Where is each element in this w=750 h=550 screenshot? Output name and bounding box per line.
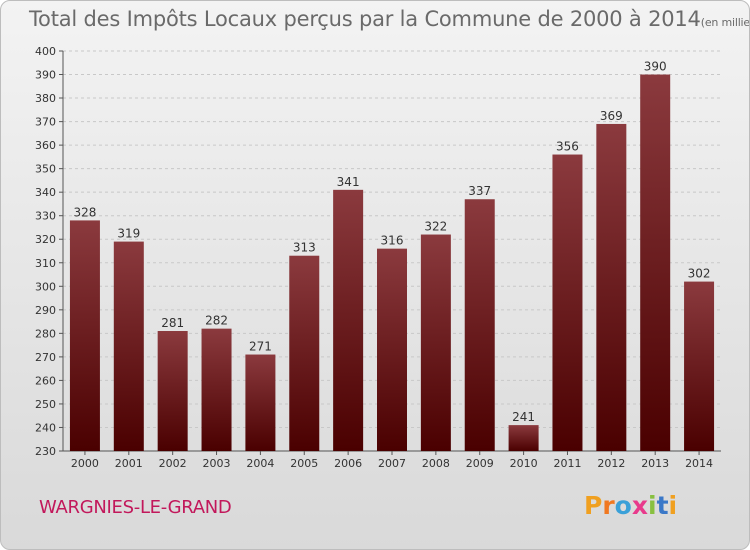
data-label-2000: 328: [73, 205, 96, 219]
data-label-2005: 313: [293, 241, 316, 255]
y-tick-label: 320: [35, 233, 56, 246]
bar-2010: [508, 425, 539, 451]
bar-2002: [157, 331, 188, 451]
y-tick-label: 280: [35, 327, 56, 340]
bar-2009: [464, 199, 495, 451]
x-tick-label-2010: 2010: [510, 457, 538, 470]
title-unit: (en milliers d'€): [700, 16, 750, 29]
y-tick-label: 310: [35, 257, 56, 270]
data-label-2012: 369: [600, 109, 623, 123]
bar-2013: [640, 74, 671, 451]
x-tick-label-2005: 2005: [290, 457, 318, 470]
x-tick-label-2003: 2003: [203, 457, 231, 470]
x-tick-label-2004: 2004: [246, 457, 274, 470]
x-tick-label-2012: 2012: [597, 457, 625, 470]
y-tick-label: 260: [35, 374, 56, 387]
x-tick-label-2014: 2014: [685, 457, 713, 470]
data-label-2003: 282: [205, 314, 228, 328]
data-label-2011: 356: [556, 140, 579, 154]
bar-2004: [245, 354, 276, 451]
x-tick-label-2002: 2002: [159, 457, 187, 470]
y-tick-label: 270: [35, 351, 56, 364]
data-labels: 328 319 281 282 271 313 341 316 322 337 241 356 369 3…: [73, 60, 710, 425]
title-text: Total des Impôts Locaux perçus par la Co…: [29, 7, 701, 31]
y-tick-label: 370: [35, 116, 56, 129]
y-tick-label: 300: [35, 280, 56, 293]
logo-letter: i: [648, 491, 657, 520]
bars: [69, 74, 715, 452]
x-tick-label-2008: 2008: [422, 457, 450, 470]
data-label-2006: 341: [337, 175, 360, 189]
logo-letter: i: [668, 491, 678, 520]
logo-letter: t: [656, 491, 669, 520]
data-label-2009: 337: [468, 184, 491, 198]
bar-2012: [596, 123, 627, 452]
y-tick-label: 360: [35, 139, 56, 152]
bar-2001: [113, 241, 144, 451]
bar-2003: [201, 328, 232, 451]
data-label-2002: 281: [161, 316, 184, 330]
bar-2000: [69, 220, 100, 451]
data-label-2014: 302: [688, 267, 711, 281]
y-tick-label: 400: [35, 45, 56, 58]
y-tick-label: 380: [35, 92, 56, 105]
data-label-2001: 319: [117, 227, 140, 241]
bar-2005: [289, 255, 320, 451]
y-tick-label: 340: [35, 186, 56, 199]
logo-letter: x: [631, 491, 648, 520]
chart-title: Total des Impôts Locaux perçus par la Co…: [29, 7, 750, 31]
proxiti-logo[interactable]: Proxiti: [584, 491, 677, 520]
y-axis-ticks: 230 240 250 260 270 280 290 300 310 320 330 340 350 3…: [35, 45, 63, 458]
x-axis-ticks: 2000 2001 2002 2003 2004 2005 2006 2007 2008 2009…: [71, 451, 713, 470]
y-tick-label: 230: [35, 445, 56, 458]
x-tick-label-2013: 2013: [641, 457, 669, 470]
bar-2011: [552, 154, 583, 451]
y-tick-label: 330: [35, 210, 56, 223]
x-tick-label-2007: 2007: [378, 457, 406, 470]
bar-2014: [684, 281, 715, 451]
y-tick-label: 290: [35, 304, 56, 317]
data-label-2007: 316: [381, 234, 404, 248]
x-tick-label-2006: 2006: [334, 457, 362, 470]
data-label-2013: 390: [644, 60, 667, 74]
logo-letter: P: [584, 491, 603, 520]
data-label-2010: 241: [512, 410, 535, 424]
y-tick-label: 250: [35, 398, 56, 411]
logo-letter: o: [614, 491, 632, 520]
data-label-2008: 322: [424, 220, 447, 234]
y-tick-label: 350: [35, 163, 56, 176]
y-tick-label: 240: [35, 421, 56, 434]
commune-name: WARGNIES-LE-GRAND: [39, 497, 232, 518]
x-tick-label-2000: 2000: [71, 457, 99, 470]
bar-2007: [377, 248, 407, 451]
bar-2006: [333, 189, 364, 451]
logo-letter: r: [602, 491, 615, 520]
x-tick-label-2009: 2009: [466, 457, 494, 470]
data-label-2004: 271: [249, 340, 272, 354]
x-tick-label-2011: 2011: [553, 457, 581, 470]
x-tick-label-2001: 2001: [115, 457, 143, 470]
bar-2008: [420, 234, 451, 451]
y-tick-label: 390: [35, 69, 56, 82]
